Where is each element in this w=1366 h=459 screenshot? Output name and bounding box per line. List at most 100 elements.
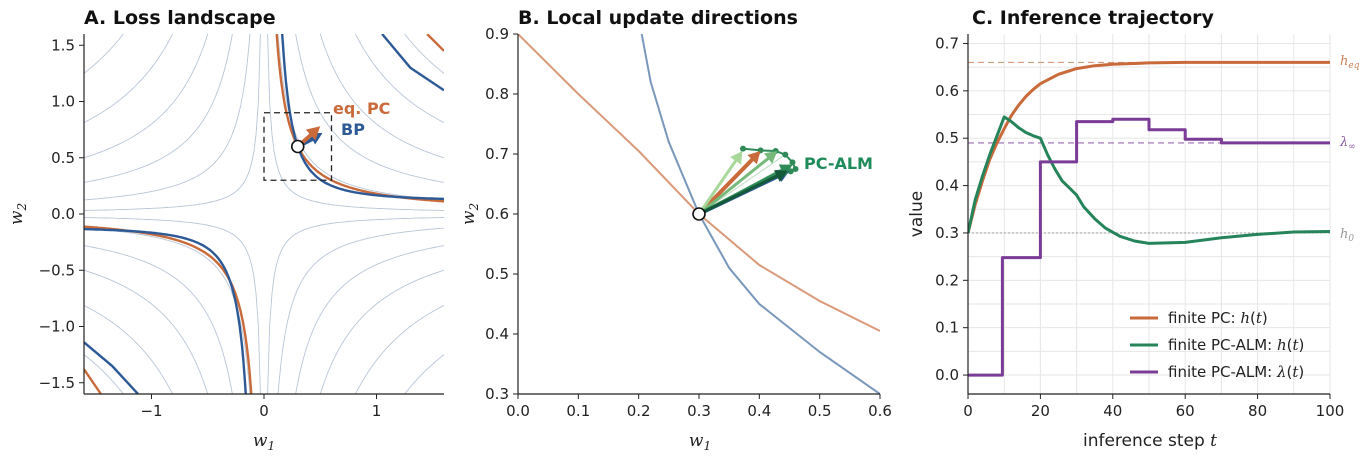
bp-curve-upper — [281, 34, 444, 201]
panel-b-xlabel: w1 — [689, 431, 711, 453]
panel-b-curve-0 — [518, 34, 880, 332]
panel-a-curves — [84, 34, 444, 394]
legend-label-pc-math: h — [1240, 309, 1250, 327]
panel-a-point — [290, 139, 305, 154]
panel-c-xtick-label: 0 — [963, 402, 973, 420]
panel-b-arrow-head-0 — [747, 151, 761, 165]
panel-c-ref-label-heq: heq — [1340, 54, 1360, 71]
contour-line — [84, 354, 124, 394]
contour-line — [84, 304, 174, 394]
series-line-1 — [968, 115, 1330, 245]
panel-b-arrow-shaft-3 — [698, 154, 773, 216]
panel-a-ylabel-sub: 2 — [15, 203, 29, 212]
panel-c-ytick-label: 0.6 — [935, 82, 959, 100]
pc-alm-trajectory-point — [789, 159, 796, 166]
eq-pc-arrow-head — [305, 126, 321, 141]
panel-b-curve-1 — [640, 34, 880, 394]
panel-a-ytick-label: −1.5 — [39, 374, 75, 392]
panel-b-xtick-label: 0.3 — [687, 402, 711, 420]
panel-a-ytick-label: −1.0 — [39, 318, 75, 336]
series-line-2 — [968, 117, 1330, 377]
panel-b-arrow-head-5 — [774, 170, 788, 182]
panel-b-ytick-label: 0.6 — [485, 205, 509, 223]
panel-b-arrow-head-4 — [778, 164, 793, 177]
series-line-0 — [968, 60, 1330, 234]
panel-a-xtick-label: 0 — [259, 402, 269, 420]
panel-c-ytick-label: 0.4 — [935, 177, 959, 195]
panel-a-ytick-label: 1.0 — [51, 93, 75, 111]
panel-a-xtick-label: −1 — [140, 402, 162, 420]
panel-b-xtick-label: 0.1 — [566, 402, 590, 420]
bp-corner-top — [381, 34, 444, 92]
panel-c-ytick-label: 0.5 — [935, 129, 959, 147]
panel-c-ytick-label: 0.3 — [935, 224, 959, 242]
contour-line — [319, 269, 444, 394]
panel-c-ref-label-lambda: λ∞ — [1339, 135, 1356, 152]
panel-a-ytick-label: 0.5 — [51, 149, 75, 167]
contour-line — [84, 227, 251, 394]
panel-b-axes: 0.0 0.1 0.2 0.3 0.4 0.5 0.6 0.3 0.4 0.5 0.6 0.7 0.8 0… — [485, 25, 892, 420]
panel-a-xtick-label: 1 — [372, 402, 382, 420]
panel-c-ytick-label: 0.1 — [935, 319, 959, 337]
legend-label-pcalm-h: finite PC-ALM: h(t) — [1168, 336, 1304, 354]
panel-c-xtick-label: 20 — [1031, 402, 1050, 420]
panel-b-marks — [692, 145, 799, 221]
bp-curve-lower — [84, 227, 247, 394]
panel-a-loss-landscape: A. Loss landscape eq. PC BP −1 0 1 −1.5 −1.0… — [7, 7, 444, 453]
contour-line — [267, 34, 444, 211]
pc-alm-trajectory-point — [740, 145, 747, 152]
panel-c-ref-label-h0: h0 — [1340, 227, 1354, 244]
bp-corner-bottom — [84, 341, 139, 394]
panel-b-title: B. Local update directions — [518, 7, 798, 29]
panel-c-inference-trajectory: C. Inference trajectory 0 20 40 60 80 1000.00… — [907, 7, 1360, 451]
contour-line — [295, 34, 444, 183]
contour-line — [84, 34, 261, 211]
contour-line — [84, 34, 233, 183]
panel-c-xtick-label: 80 — [1248, 402, 1267, 420]
legend-label-pcalm-lambda-math: λ — [1276, 363, 1287, 381]
panel-b-arrow-head-3 — [763, 151, 778, 164]
contour-line — [404, 34, 444, 74]
panel-c-title: C. Inference trajectory — [972, 7, 1215, 29]
panel-a-ytick-label: 1.5 — [51, 36, 75, 54]
contour-line — [84, 34, 124, 74]
panel-b-ytick-label: 0.8 — [485, 85, 509, 103]
contour-line — [354, 304, 444, 394]
panel-b-xtick-label: 0.6 — [868, 402, 892, 420]
contour-line — [84, 34, 209, 159]
panel-b-xtick-label: 0.2 — [627, 402, 651, 420]
panel-c-xlabel: inference step t — [1083, 431, 1217, 451]
contour-line — [277, 34, 444, 201]
panel-b-ytick-label: 0.5 — [485, 265, 509, 283]
panel-c-ytick-label: 0.0 — [935, 366, 959, 384]
panel-b-xlabel-sub: 1 — [703, 439, 711, 453]
panel-b-arrow-shaft-5 — [698, 172, 782, 216]
panel-c-ytick-label: 0.2 — [935, 271, 959, 289]
panel-b-ylabel-sub: 2 — [467, 203, 481, 212]
contour-line — [84, 217, 261, 394]
pc-alm-trajectory-point — [782, 151, 789, 158]
contour-line — [354, 34, 444, 124]
panel-c-legend: finite PC: h(t) finite PC-ALM: h(t) fini… — [1130, 309, 1304, 381]
panel-b-ytick-label: 0.4 — [485, 325, 509, 343]
panel-b-ylabel: w2 — [459, 203, 481, 225]
panel-b-local-update-directions: B. Local update directions PC-ALM 0.0 0.1… — [459, 7, 892, 453]
panel-b-ytick-label: 0.9 — [485, 25, 509, 43]
panel-b-arrow-shaft-2 — [697, 155, 741, 215]
legend-label-pc-t: t — [1256, 309, 1263, 327]
panel-a-contours — [84, 34, 444, 394]
pc-corner-bottom — [84, 368, 102, 394]
panel-a-ylabel: w2 — [7, 203, 29, 225]
pc-corner-top — [426, 34, 444, 52]
panel-b-arrow-head-2 — [730, 151, 743, 165]
contour-line — [84, 245, 233, 394]
contour-line — [319, 34, 444, 159]
legend-label-pcalm-lambda: finite PC-ALM: λ(t) — [1168, 363, 1304, 381]
pc-alm-trajectory-point — [792, 166, 799, 172]
panel-b-xtick-label: 0.4 — [747, 402, 771, 420]
contour-line — [404, 354, 444, 394]
panel-c-xlabel-t: t — [1210, 431, 1217, 451]
panel-c-xtick-label: 40 — [1103, 402, 1122, 420]
panel-a-label-eq-pc: eq. PC — [333, 99, 390, 118]
